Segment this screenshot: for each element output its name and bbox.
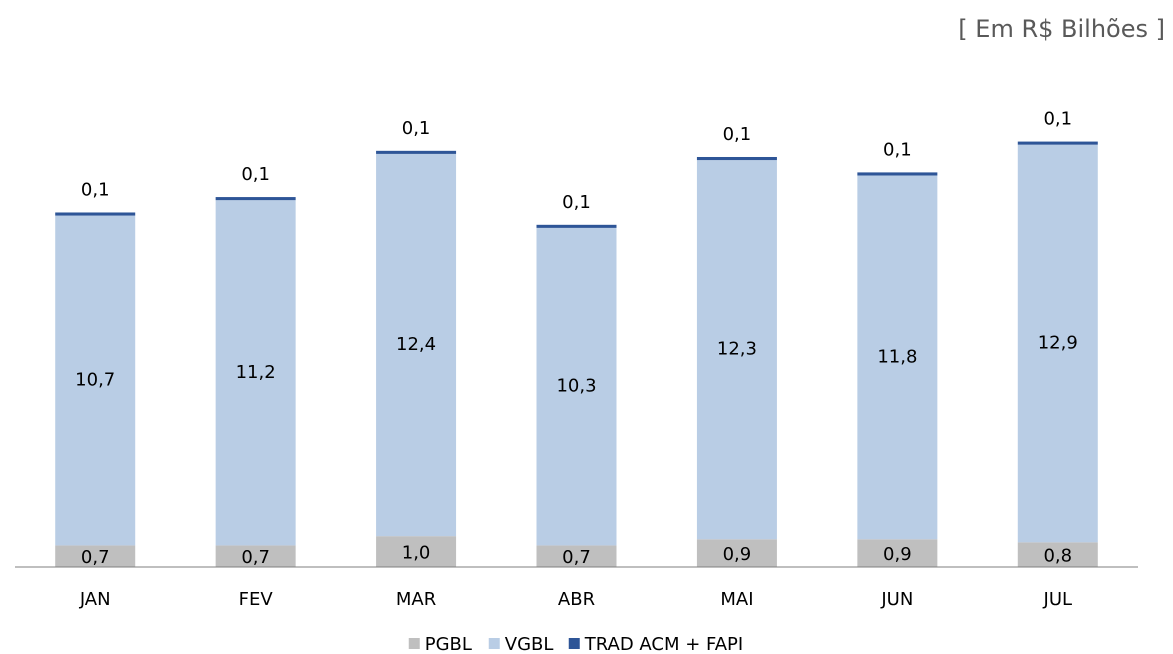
- data-label: 10,7: [75, 369, 115, 390]
- data-label: 0,9: [723, 544, 752, 565]
- bar-segment: [55, 215, 136, 546]
- data-label: 0,9: [883, 544, 912, 565]
- bar-segment: [376, 153, 457, 537]
- chart-subtitle: [ Em R$ Bilhões ]: [958, 15, 1165, 43]
- data-label: 11,8: [877, 346, 917, 367]
- bar-segment: [376, 150, 457, 154]
- data-label: 0,1: [241, 164, 270, 185]
- bar-segment: [1017, 542, 1098, 567]
- bar-segment: [1017, 141, 1098, 145]
- legend-swatch: [568, 638, 580, 649]
- data-label: 12,9: [1038, 333, 1078, 354]
- data-label: 11,2: [236, 362, 276, 383]
- bar-segment: [376, 536, 457, 567]
- data-label: 10,3: [556, 376, 596, 397]
- bar-segment: [696, 539, 777, 567]
- x-tick-label: JUN: [880, 589, 913, 610]
- x-tick-label: JAN: [79, 589, 111, 610]
- bar-segment: [696, 156, 777, 161]
- legend-label: PGBL: [425, 634, 472, 654]
- data-label: 0,7: [562, 547, 591, 568]
- bar-segment: [857, 175, 938, 540]
- x-tick-label: JUL: [1043, 589, 1073, 610]
- bar-segment: [696, 160, 777, 540]
- data-label: 12,3: [717, 339, 757, 360]
- x-tick-label: ABR: [558, 589, 595, 610]
- data-label: 0,1: [1043, 109, 1072, 130]
- x-tick-label: FEV: [239, 589, 274, 610]
- x-tick-label: MAR: [396, 589, 436, 610]
- data-label: 0,1: [883, 139, 912, 160]
- bar-segment: [55, 212, 136, 216]
- bar-segment: [536, 227, 617, 546]
- bar-segment: [1017, 144, 1098, 543]
- data-label: 0,1: [402, 118, 431, 139]
- bar-segment: [536, 545, 617, 567]
- data-label: 0,7: [81, 547, 110, 568]
- bar-segment: [536, 224, 617, 228]
- data-label: 0,7: [241, 547, 270, 568]
- data-label: 0,1: [723, 124, 752, 145]
- data-label: 1,0: [402, 543, 431, 564]
- bar-segment: [55, 545, 136, 567]
- bar-segment: [857, 539, 938, 567]
- data-label: 12,4: [396, 334, 436, 355]
- legend-label: VGBL: [505, 634, 554, 654]
- x-tick-label: MAI: [720, 589, 753, 610]
- bar-segment: [215, 197, 296, 201]
- bar-segment: [215, 545, 296, 567]
- data-label: 0,1: [81, 179, 110, 200]
- bar-segment: [215, 200, 296, 546]
- bar-segment: [857, 172, 938, 176]
- data-label: 0,1: [562, 192, 591, 213]
- legend-swatch: [488, 638, 500, 649]
- legend-label: TRAD ACM + FAPI: [584, 634, 743, 654]
- legend-swatch: [408, 638, 420, 649]
- data-label: 0,8: [1043, 546, 1072, 567]
